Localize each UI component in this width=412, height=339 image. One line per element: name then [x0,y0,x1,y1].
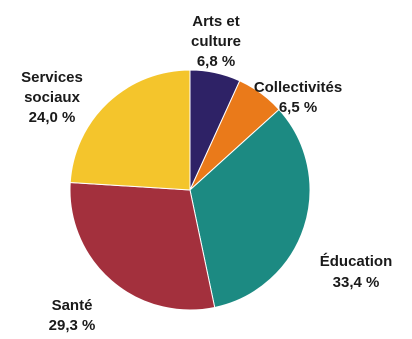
pie-slice-education [189,108,311,309]
label-education: Éducation [320,253,393,270]
label-arts-et-culture-line1: Arts et [192,13,240,30]
pie-slice-services-sociaux [69,69,191,191]
value-collectivites: 6,5 % [279,99,317,116]
value-arts-et-culture: 6,8 % [197,53,235,70]
label-services-sociaux-line2: sociaux [24,89,81,106]
label-services-sociaux-line1: Services [21,69,83,86]
label-sante: Santé [52,297,93,314]
pie-slices [69,69,311,311]
value-sante: 29,3 % [49,317,96,334]
label-collectivites: Collectivités [254,79,342,96]
value-services-sociaux: 24,0 % [29,109,76,126]
label-arts-et-culture-line2: culture [191,33,241,50]
pie-slice-sante [69,181,216,311]
value-education: 33,4 % [333,274,380,291]
